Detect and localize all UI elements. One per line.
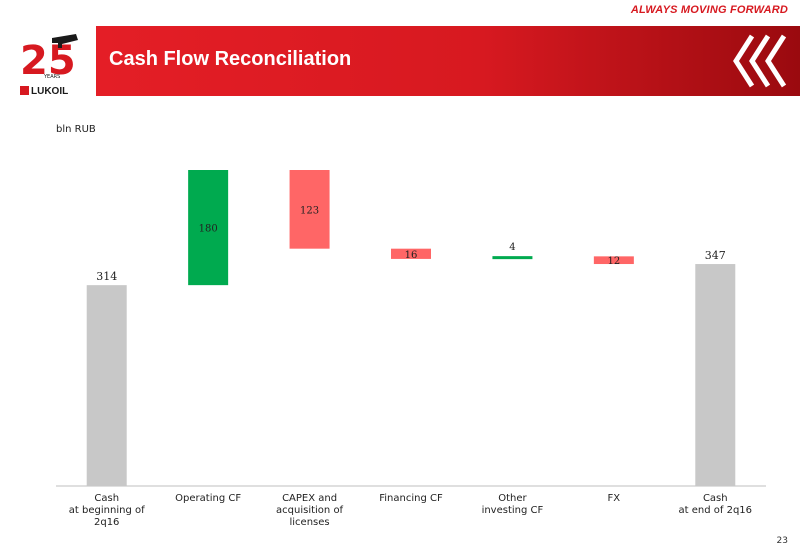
bar-value-label-7: 347: [705, 249, 726, 262]
bar-1: [86, 285, 127, 486]
tagline: ALWAYS MOVING FORWARD: [630, 4, 788, 16]
page-title: Cash Flow Reconciliation: [109, 48, 352, 70]
bar-3: [289, 170, 330, 249]
title-banner: Cash Flow Reconciliation: [96, 26, 800, 96]
bar-value-label-2: 180: [199, 224, 218, 235]
svg-text:YEARS: YEARS: [43, 74, 60, 80]
category-label-4: Financing CF: [379, 493, 443, 504]
bar-value-label-5: 4: [509, 242, 515, 253]
category-label-7: Cash at end of 2q16: [679, 493, 753, 516]
bar-5: [492, 256, 533, 260]
bar-7: [695, 264, 736, 486]
bar-value-label-3: 123: [300, 205, 319, 216]
bar-value-label-1: 314: [96, 270, 117, 283]
category-label-2: Operating CF: [175, 493, 241, 504]
category-label-5: Other investing CF: [482, 493, 544, 516]
bar-6: [593, 256, 634, 265]
category-label-1: Cash at beginning of 2q16: [69, 493, 145, 528]
bar-value-label-6: 12: [607, 256, 620, 267]
category-label-3: CAPEX and acquisition of licenses: [276, 493, 344, 528]
lukoil-25-years-logo: 25 YEARS LUKOIL: [20, 34, 78, 97]
svg-text:LUKOIL: LUKOIL: [31, 86, 68, 97]
svg-text:25: 25: [20, 38, 76, 84]
bar-value-label-4: 16: [405, 250, 418, 261]
chevrons-icon: [733, 34, 787, 88]
bar-4: [391, 248, 431, 259]
category-label-6: FX: [608, 493, 621, 504]
page-number: 23: [776, 536, 788, 546]
bar-2: [188, 170, 229, 286]
unit-label: bln RUB: [56, 124, 96, 135]
